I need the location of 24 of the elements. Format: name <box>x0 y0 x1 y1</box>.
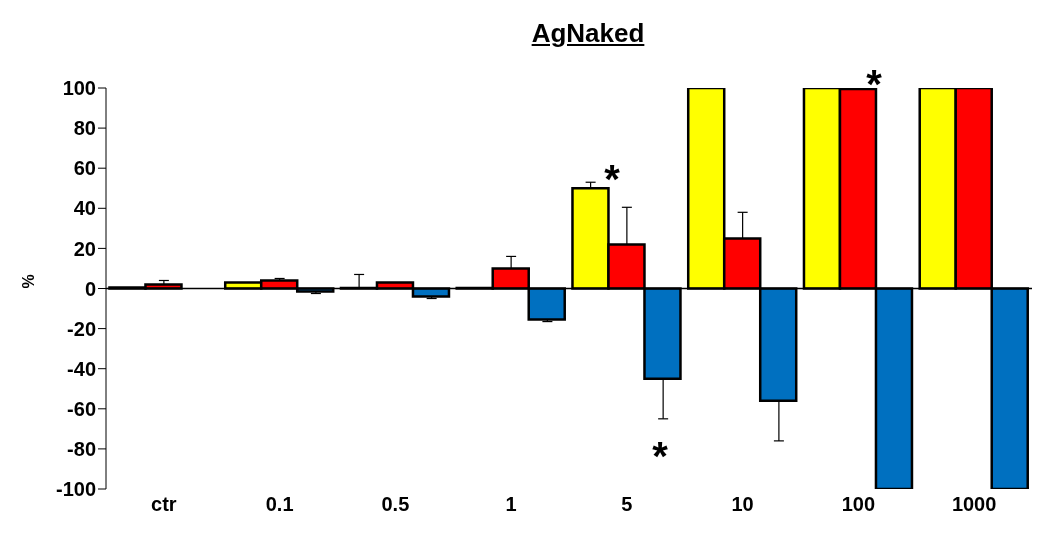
y-tick-label: 40 <box>73 197 96 220</box>
y-tick-label: 20 <box>73 237 96 260</box>
y-tick-label: -40 <box>67 357 96 380</box>
x-tick-label: 1000 <box>951 493 997 516</box>
y-tick-label: 100 <box>62 77 96 100</box>
x-tick-label: 5 <box>621 493 633 516</box>
y-tick-label: 0 <box>84 277 96 300</box>
x-tick-label: 0.5 <box>381 493 410 516</box>
y-tick-label: -60 <box>67 397 96 420</box>
y-tick-label: -80 <box>67 438 96 460</box>
annotation: * <box>865 62 883 106</box>
y-tick-label: 80 <box>73 117 96 140</box>
chart-title: AgNaked <box>530 18 646 49</box>
y-tick-label: 60 <box>73 157 96 180</box>
x-tick-label: 100 <box>841 493 876 516</box>
y-axis-title: % <box>19 274 37 289</box>
x-tick-label: 10 <box>731 493 754 516</box>
y-tick-label: -100 <box>55 478 96 501</box>
x-tick-label: ctr <box>151 493 177 516</box>
annotation: * <box>603 157 621 201</box>
annotation: * <box>651 434 669 478</box>
x-tick-label: 0.1 <box>265 493 294 516</box>
x-tick-label: 1 <box>505 493 517 516</box>
y-tick-label: -20 <box>67 317 96 340</box>
